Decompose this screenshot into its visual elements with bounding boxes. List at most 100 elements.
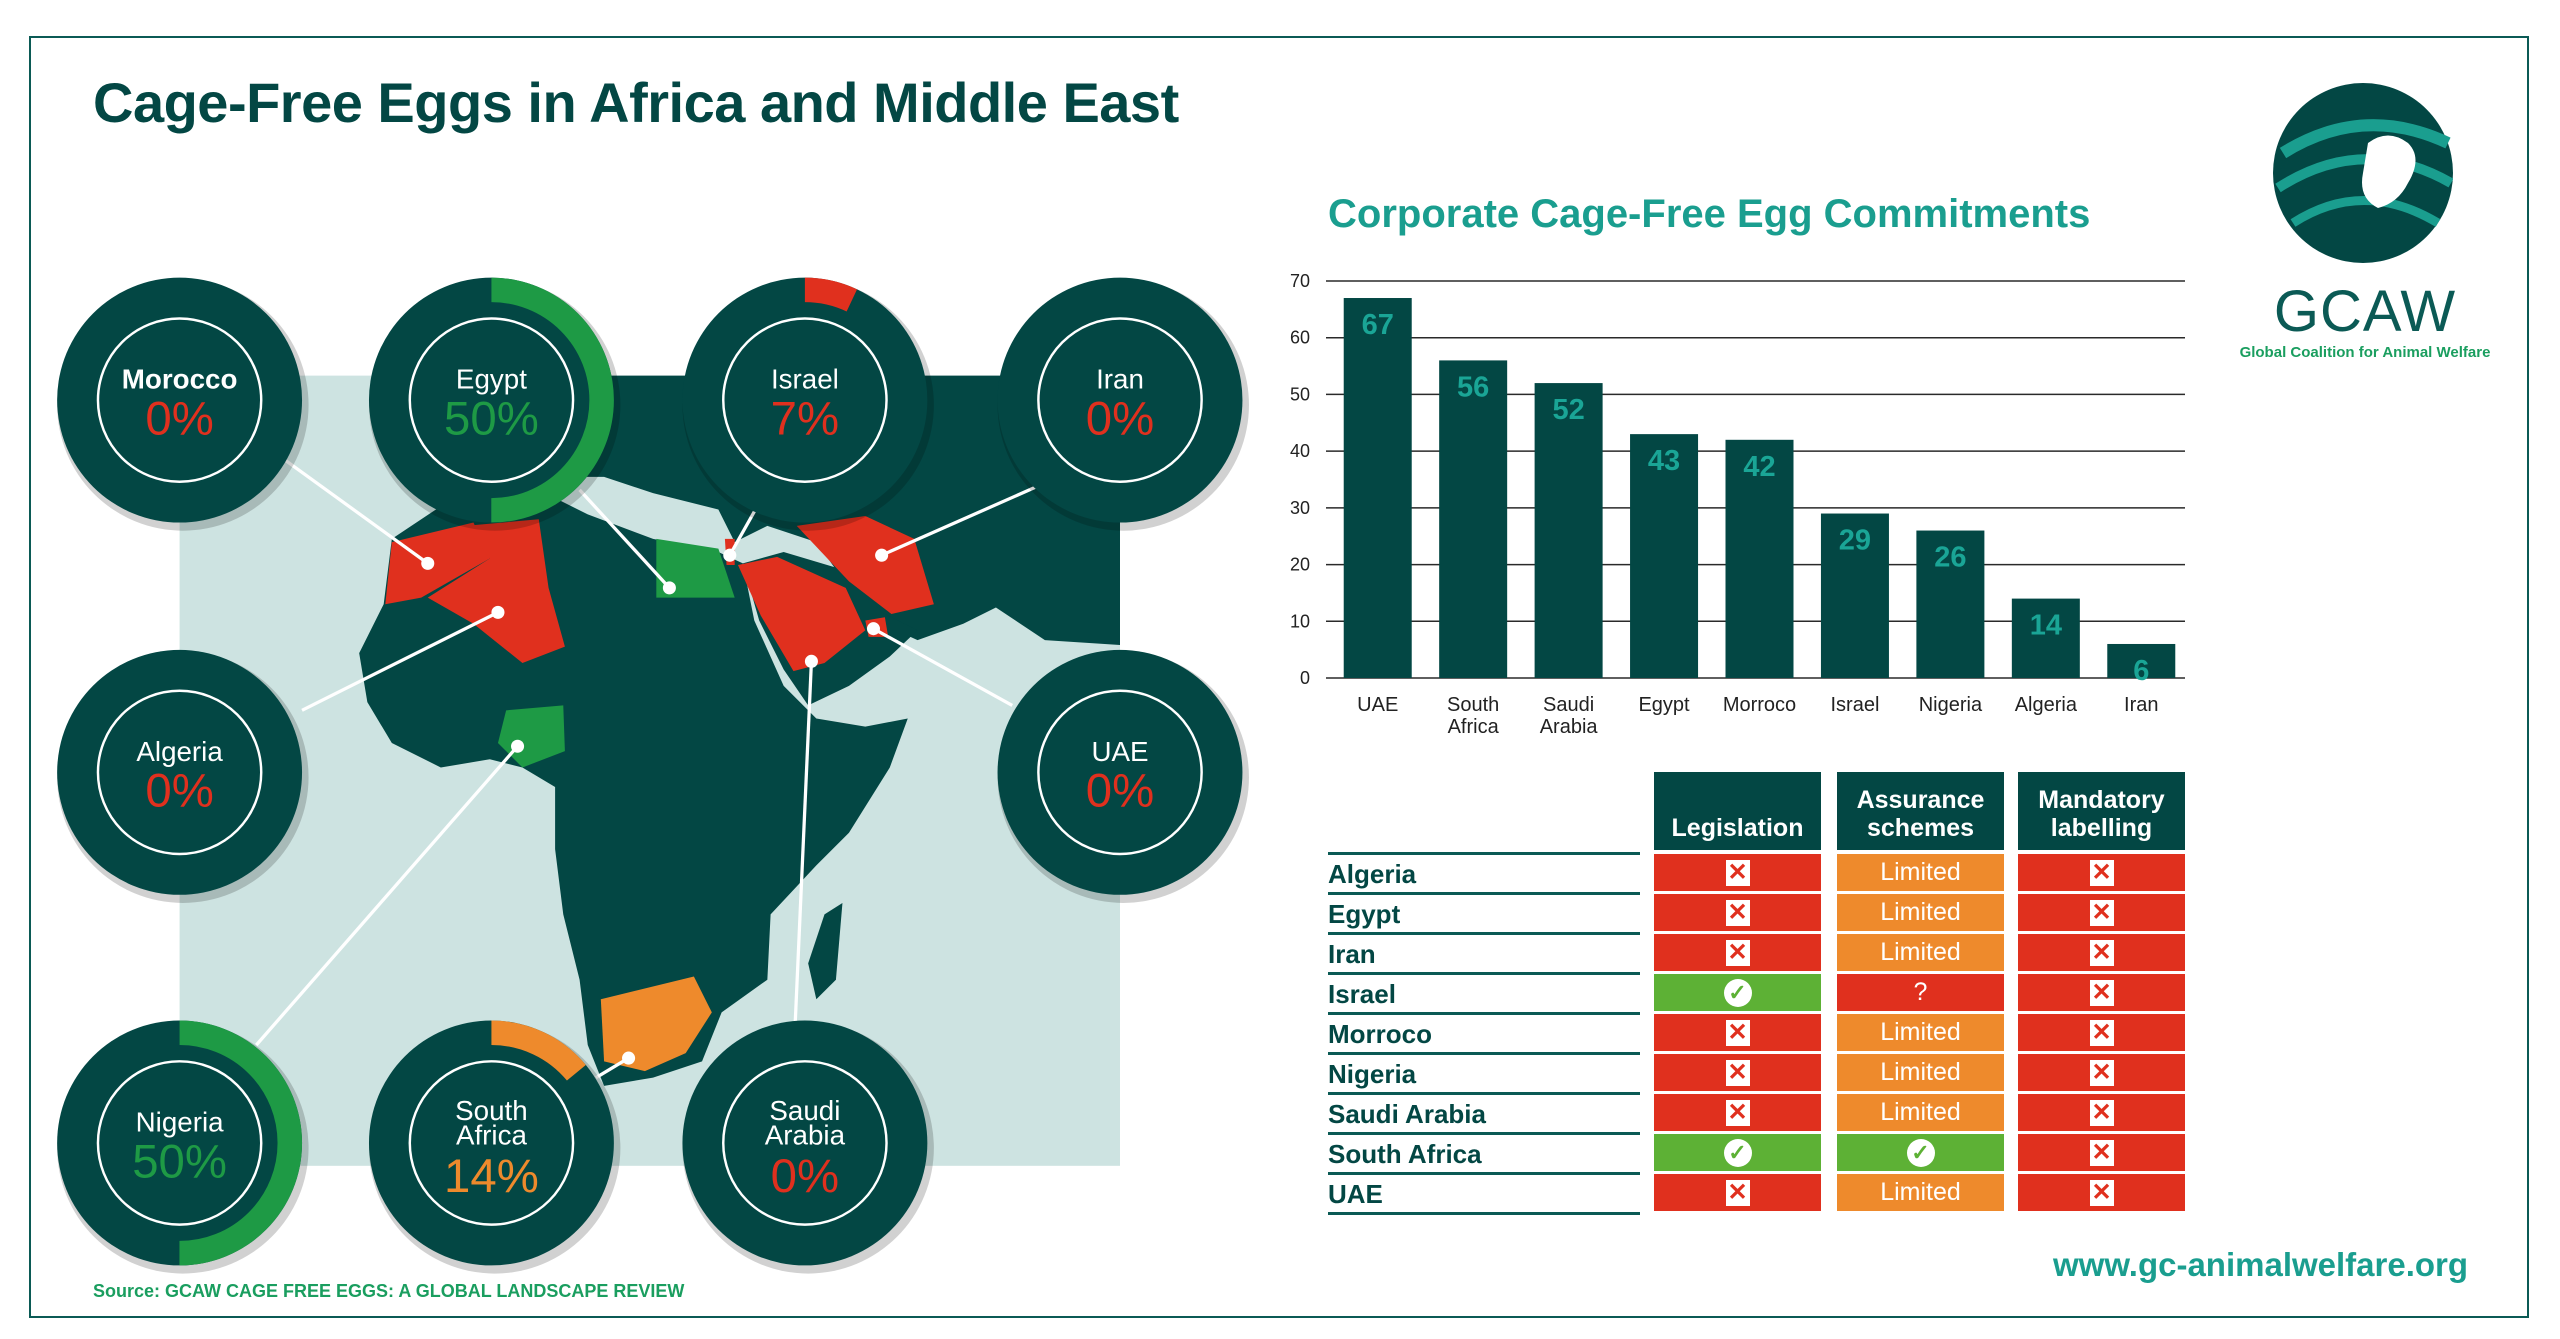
- source-note: Source: GCAW CAGE FREE EGGS: A GLOBAL LA…: [93, 1281, 685, 1301]
- gauge-country: Algeria: [136, 736, 223, 767]
- table-header: Mandatory labelling: [2018, 772, 2185, 850]
- gcaw-logo: [2273, 83, 2453, 263]
- bar: [2011, 598, 2080, 678]
- cell-text: Limited: [1880, 1178, 1961, 1206]
- table-cell: ✕: [2018, 894, 2185, 931]
- gauge-background: [997, 277, 1243, 523]
- gauge-inner-ring: [722, 1060, 888, 1226]
- cross-icon: ✕: [1725, 859, 1750, 887]
- page-title: Cage-Free Eggs in Africa and Middle East: [93, 71, 1179, 134]
- gauge-background: [57, 649, 303, 895]
- gauge-country: Israel: [771, 364, 839, 395]
- logo-subtitle: Global Coalition for Animal Welfare: [2239, 344, 2491, 361]
- table-cell: Limited: [1837, 854, 2004, 891]
- y-tick-label: 40: [1290, 441, 1310, 461]
- cross-icon: ✕: [2089, 1139, 2114, 1167]
- bar-value-label: 43: [1648, 445, 1680, 477]
- table-cell: ✕: [2018, 934, 2185, 971]
- bar: [1916, 530, 1985, 678]
- gauge-percent: 7%: [771, 392, 839, 445]
- table-header: Assurance schemes: [1837, 772, 2004, 850]
- cross-icon: ✕: [1725, 1019, 1750, 1047]
- gauge-percent: 0%: [771, 1150, 839, 1203]
- cross-icon: ✕: [2089, 979, 2114, 1007]
- gauge-background: [682, 1020, 928, 1266]
- bar: [1439, 360, 1508, 678]
- table-cell: ✕: [2018, 1134, 2185, 1171]
- cell-text: Limited: [1880, 1058, 1961, 1086]
- bar-value-label: 6: [2133, 655, 2149, 687]
- bar-value-label: 29: [1839, 525, 1871, 557]
- gauge-background: [368, 277, 614, 523]
- cross-icon: ✕: [2089, 939, 2114, 967]
- cross-icon: ✕: [2089, 1059, 2114, 1087]
- table-row-country: UAE: [1328, 1172, 1640, 1213]
- map-egypt: [656, 538, 735, 598]
- cross-icon: ✕: [2089, 1179, 2114, 1207]
- table-row-country: Egypt: [1328, 892, 1640, 933]
- gauge-percent: 0%: [1086, 765, 1154, 818]
- map-iran: [796, 516, 934, 614]
- table-cell: ✕: [1654, 894, 1821, 931]
- check-icon: ✓: [1906, 1139, 1935, 1168]
- gauge-country: Egypt: [456, 364, 527, 395]
- gauge-country: Saudi: [769, 1095, 840, 1126]
- gauge-inner-ring: [96, 1060, 263, 1226]
- table-row-country: Algeria: [1328, 852, 1640, 893]
- x-tick-label: Algeria: [2015, 694, 2078, 716]
- gauge-percent: 50%: [444, 392, 539, 445]
- bar-value-label: 67: [1362, 309, 1394, 341]
- bar-value-label: 52: [1552, 394, 1584, 426]
- gauge-country: Nigeria: [136, 1107, 224, 1138]
- bar: [2107, 643, 2176, 678]
- website-link[interactable]: www.gc-animalwelfare.org: [2053, 1246, 2469, 1283]
- table-cell: ✕: [1654, 1014, 1821, 1051]
- bar: [1534, 383, 1603, 678]
- map-morocco: [385, 522, 490, 605]
- gauge-inner-ring: [408, 1060, 575, 1226]
- gauge-percent: 0%: [145, 765, 213, 818]
- table-cell: ✕: [1654, 1094, 1821, 1131]
- table-cell: ✕: [2018, 1174, 2185, 1211]
- map-south-africa: [600, 976, 712, 1072]
- gauge-inner-ring: [1037, 689, 1203, 856]
- cell-text: Limited: [1880, 1018, 1961, 1046]
- cross-icon: ✕: [2089, 899, 2114, 927]
- map-saudi-arabia: [737, 556, 866, 672]
- x-tick-label: Israel: [1830, 694, 1879, 716]
- x-tick-label: Morroco: [1723, 694, 1796, 716]
- gauge-inner-ring: [1037, 317, 1203, 483]
- cross-icon: ✕: [2089, 1099, 2114, 1127]
- gauge-country-line2: Arabia: [765, 1120, 846, 1151]
- y-tick-label: 70: [1290, 271, 1310, 291]
- x-tick-label: South Africa: [1447, 694, 1500, 738]
- table-row-country: Israel: [1328, 972, 1640, 1013]
- table-cell: ?: [1837, 974, 2004, 1011]
- cross-icon: ✕: [2089, 859, 2114, 887]
- bar: [1343, 298, 1412, 678]
- bar-value-label: 26: [1934, 542, 1966, 574]
- cross-icon: ✕: [1725, 1179, 1750, 1207]
- x-tick-label: Iran: [2124, 694, 2158, 716]
- bar-chart: 0 10 20 30 40 50 60 70 67 UAE 56 South Africa 52 Saudi…: [1290, 271, 2185, 738]
- bar: [1820, 513, 1889, 678]
- table-cell: Limited: [1837, 894, 2004, 931]
- gauge-country-line2: Africa: [456, 1120, 528, 1151]
- gauge-percent: 50%: [132, 1135, 227, 1188]
- table-cell: ✕: [2018, 854, 2185, 891]
- check-icon: ✓: [1723, 979, 1752, 1008]
- table-header: Legislation: [1654, 772, 1821, 850]
- gauge-background: [57, 1020, 303, 1266]
- table-cell: Limited: [1837, 1174, 2004, 1211]
- y-tick-label: 10: [1290, 611, 1310, 631]
- gauge-percent: 0%: [1086, 392, 1154, 445]
- x-tick-label: Nigeria: [1919, 694, 1983, 716]
- cell-text: Limited: [1880, 898, 1961, 926]
- gauge-country: UAE: [1091, 736, 1148, 767]
